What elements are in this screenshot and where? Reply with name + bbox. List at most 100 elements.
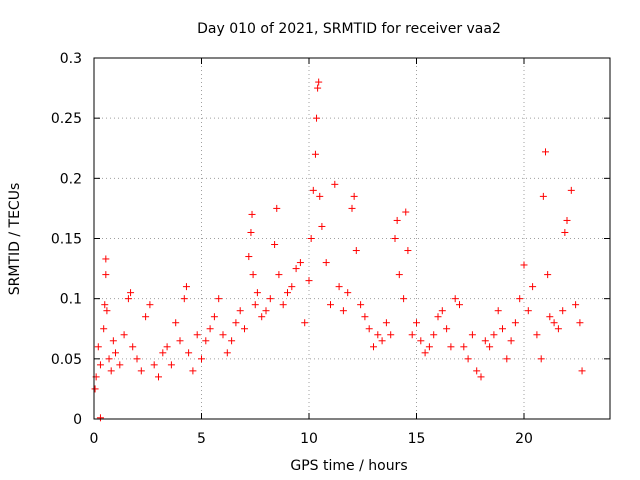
data-point [402,208,410,216]
data-point [578,367,586,375]
data-point [438,307,446,315]
x-axis-label: GPS time / hours [290,458,407,474]
data-point [395,271,403,279]
data-point [120,331,128,339]
data-point [456,301,463,309]
data-point [155,373,162,381]
data-point [348,204,356,212]
data-point [105,355,113,363]
data-point [96,361,104,369]
data-point [318,222,326,230]
data-point [417,337,425,345]
data-point [182,283,190,291]
data-point [296,259,304,267]
data-point [460,343,468,351]
data-point [305,277,313,285]
data-point [198,355,205,363]
data-point [112,349,119,357]
x-tick-label: 0 [90,431,99,447]
y-tick-label: 0 [73,412,82,428]
data-point [382,319,390,327]
data-point [408,331,416,339]
data-point [339,307,347,315]
data-point [223,349,231,357]
data-point [542,148,549,156]
y-axis: 0 0.05 0.1 0.15 0.2 0.25 0.3 [51,51,610,428]
data-point [109,337,117,345]
data-point [206,325,214,333]
y-tick-label: 0.15 [51,232,82,248]
y-tick-label: 0.25 [51,111,82,127]
data-point [357,301,365,309]
data-point [537,355,545,363]
data-point [202,337,210,345]
data-point [451,295,459,303]
data-point [391,235,399,242]
data-point [232,319,240,327]
data-point [94,343,102,351]
data-point [533,331,541,339]
y-tick-label: 0.3 [60,51,82,67]
data-point [576,319,584,327]
data-point [387,331,395,339]
data-point [507,337,515,345]
data-point [163,343,171,351]
data-point [413,319,420,327]
data-point [572,301,580,309]
data-point [335,283,343,291]
data-point [559,307,567,315]
data-point [251,301,259,309]
data-point [511,319,519,327]
data-point [262,307,270,315]
data-point [245,253,253,261]
data-point [116,361,124,369]
data-point [102,271,110,279]
data-point [279,301,287,309]
data-point [344,289,352,297]
data-points [91,78,586,422]
data-point [124,295,132,303]
data-point [327,301,334,309]
data-point [443,325,451,333]
data-point [127,289,135,297]
x-tick-label: 15 [408,431,426,447]
data-point [430,331,438,339]
data-point [554,325,562,333]
data-point [176,337,184,345]
data-point [529,283,537,291]
data-point [129,343,137,351]
data-point [311,150,319,158]
data-point [273,204,281,212]
data-point [258,313,266,321]
data-point [309,186,317,194]
data-point [248,210,256,218]
data-point [352,247,360,255]
data-point [421,349,429,357]
data-point [370,343,377,351]
data-point [400,295,408,303]
data-point [219,331,227,339]
data-point [215,295,223,303]
data-point [100,325,108,333]
data-point [477,373,485,381]
data-point [473,367,481,375]
data-point [91,385,99,393]
data-point [313,114,321,122]
data-point [464,355,472,363]
data-point [241,325,248,333]
data-point [142,313,150,321]
data-point [266,295,274,303]
data-point [434,313,442,321]
data-point [271,241,279,249]
data-point [546,313,554,321]
x-tick-label: 5 [197,431,206,447]
data-point [180,295,188,303]
data-point [133,355,141,363]
data-point [307,235,315,242]
data-point [365,325,373,333]
data-point [503,355,511,363]
data-point [561,228,569,236]
data-point [150,361,158,369]
data-point [103,307,111,315]
